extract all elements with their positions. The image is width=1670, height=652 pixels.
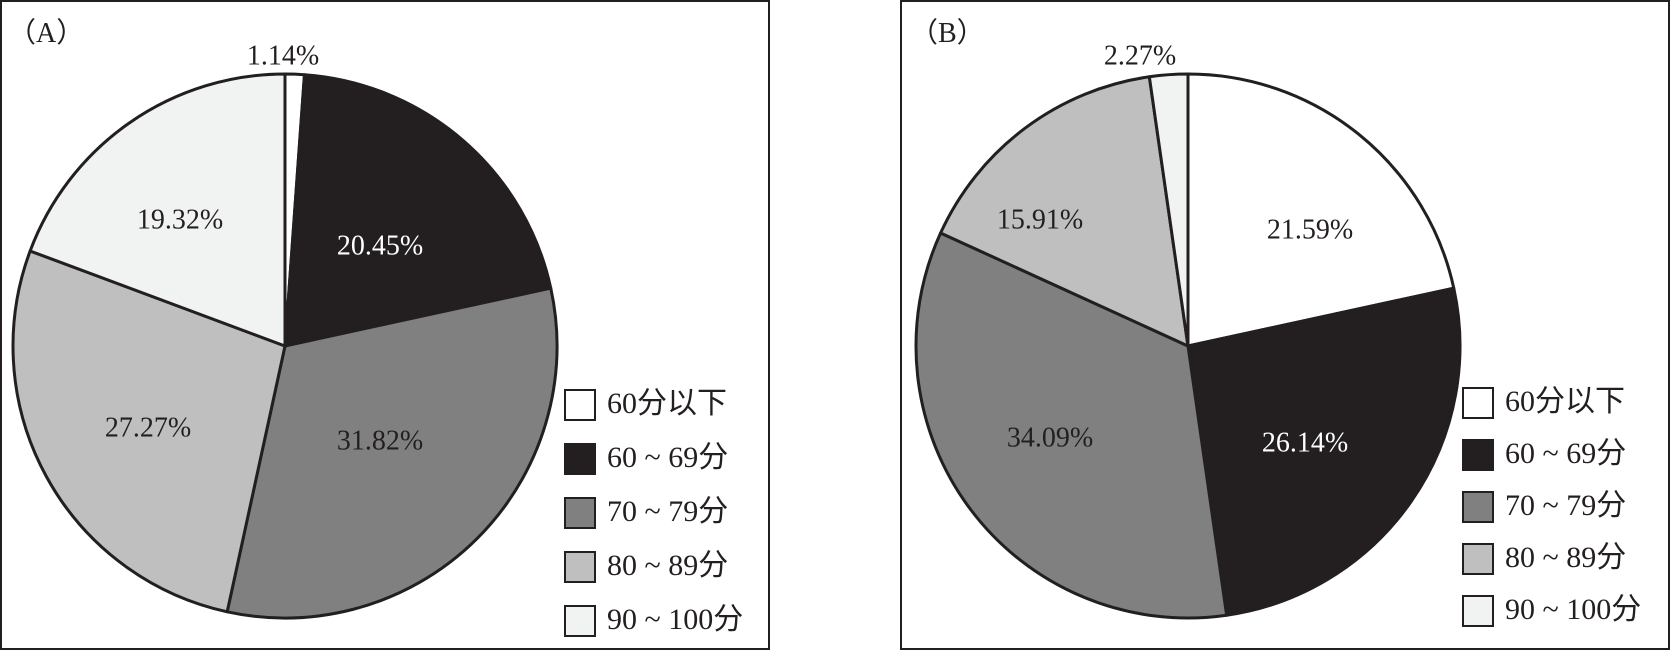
- pie-slice: [11, 249, 287, 614]
- legend-swatch: [564, 443, 596, 475]
- slice-value-label: 27.27%: [105, 412, 191, 443]
- legend-swatch: [1462, 543, 1494, 575]
- legend-swatch: [1462, 387, 1494, 419]
- slice-value-label: 20.45%: [337, 230, 423, 261]
- slice-value-label: 2.27%: [1104, 40, 1176, 71]
- legend-label: 60 ~ 69分: [1505, 437, 1626, 470]
- legend-label: 60分以下: [1505, 385, 1625, 418]
- slice-value-label: 1.14%: [247, 40, 319, 71]
- panel-b-label: （B）: [910, 17, 985, 49]
- legend-swatch: [1462, 439, 1494, 471]
- pie-slice: [283, 73, 553, 348]
- panel-b-pie: 21.59% 26.14% 34.09% 15.91% 2.27%: [914, 40, 1462, 620]
- legend-swatch: [564, 605, 596, 637]
- legend-label: 60分以下: [607, 387, 727, 420]
- legend-swatch: [564, 551, 596, 583]
- slice-value-label: 19.32%: [137, 204, 223, 235]
- slice-value-label: 21.59%: [1267, 214, 1353, 245]
- panel-a: （A） 1.14%20.45%31.82%27.27%19.32% 60分以下6…: [0, 0, 770, 650]
- legend-label: 90 ~ 100分: [607, 603, 743, 636]
- legend-swatch: [1462, 491, 1494, 523]
- legend-label: 70 ~ 79分: [1505, 489, 1626, 522]
- legend-label: 80 ~ 89分: [1505, 541, 1626, 574]
- legend-label: 80 ~ 89分: [607, 549, 728, 582]
- slice-value-label: 31.82%: [337, 425, 423, 456]
- pie-slice: [225, 286, 559, 620]
- panel-b: （B） 21.59%26.14%34.09%15.91%2.27% 60分以下6…: [900, 0, 1670, 650]
- panel-b-legend: 60分以下 60 ~ 69分 70 ~ 79分 80 ~ 89分 90 ~ 100分: [1462, 385, 1641, 627]
- legend-label: 60 ~ 69分: [607, 441, 728, 474]
- legend-swatch: [1462, 595, 1494, 627]
- pie-slice: [1186, 286, 1462, 617]
- legend-label: 90 ~ 100分: [1505, 593, 1641, 626]
- legend-swatch: [564, 389, 596, 421]
- legend-label: 70 ~ 79分: [607, 495, 728, 528]
- pie-slice: [1147, 72, 1190, 348]
- pie-slice: [939, 75, 1190, 348]
- panel-a-legend: 60分以下 60 ~ 69分 70 ~ 79分 80 ~ 89分 90 ~ 100分: [564, 387, 743, 637]
- slice-value-label: 34.09%: [1007, 422, 1093, 453]
- pie-slice: [1186, 72, 1456, 348]
- slice-value-label: 26.14%: [1262, 427, 1348, 458]
- pie-slice: [28, 72, 287, 348]
- panel-a-pie: 1.14% 20.45% 31.82% 27.27% 19.32%: [11, 40, 559, 620]
- panel-a-label: （A）: [8, 17, 84, 49]
- legend-swatch: [564, 497, 596, 529]
- slice-value-label: 15.91%: [997, 204, 1083, 235]
